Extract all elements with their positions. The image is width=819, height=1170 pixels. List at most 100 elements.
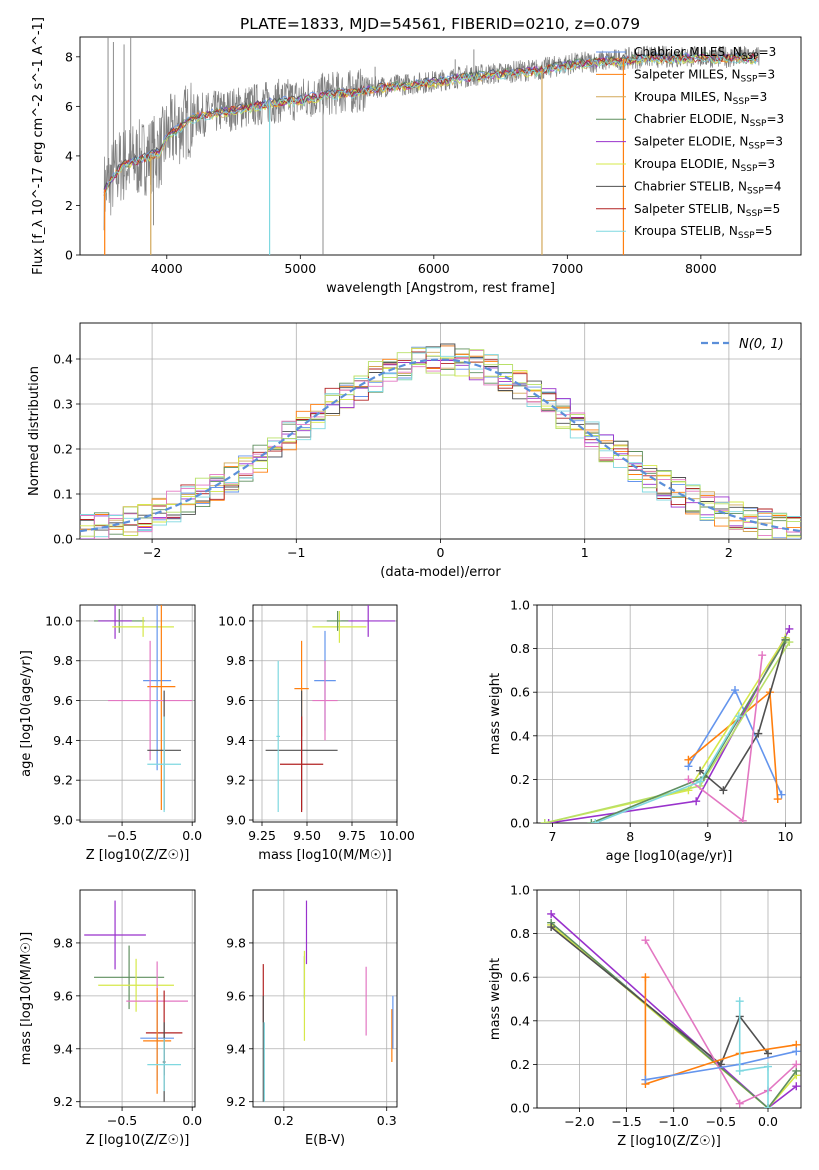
legend-label: Salpeter MILES, NSSP=3 xyxy=(634,67,775,84)
histogram-series xyxy=(80,343,801,531)
y-tick-label: 0.8 xyxy=(510,926,530,941)
plot-frame xyxy=(252,889,398,1108)
x-tick-label: 8000 xyxy=(685,261,717,276)
legend-tail: =5 xyxy=(763,202,781,216)
weight-marker xyxy=(547,909,556,918)
y-tick-label: 9.8 xyxy=(226,653,246,668)
legend-tail: =5 xyxy=(755,224,773,238)
weight-marker xyxy=(591,819,600,823)
legend-label: Salpeter ELODIE, NSSP=3 xyxy=(634,135,783,152)
x-axis-label: (data-model)/error xyxy=(380,565,501,580)
chart-mass-vs-Z: −0.5 0.0 9.2 9.4 9.6 9.8 Z [log10(Z/Z☉)] mass [… xyxy=(19,889,202,1148)
y-tick-label: 9.2 xyxy=(53,1094,73,1109)
weight-marker xyxy=(792,1082,801,1091)
weight-marker xyxy=(764,1104,772,1108)
y-tick-label: 0.8 xyxy=(510,641,530,656)
x-tick-label: 0 xyxy=(437,545,445,560)
weight-marker xyxy=(641,1075,650,1084)
x-tick-label: −1.5 xyxy=(611,1114,641,1129)
x-axis-label: E(B-V) xyxy=(305,1133,345,1148)
y-tick-label: 4 xyxy=(65,148,73,163)
chart-age-vs-mass: 9.25 9.50 9.75 10.00 9.0 9.2 9.4 9.6 9.8 10.0 mass… xyxy=(218,604,415,863)
y-tick-label: 0.4 xyxy=(510,1013,530,1028)
y-tick-label: 9.4 xyxy=(226,733,246,748)
y-tick-label: 9.0 xyxy=(53,813,73,828)
legend-sub: SSP xyxy=(733,97,750,107)
legend-label: Salpeter STELIB, NSSP=5 xyxy=(634,202,780,219)
legend-tail: =4 xyxy=(764,179,782,193)
plot-frame xyxy=(79,889,196,1108)
weight-marker xyxy=(540,819,549,823)
y-tick-label: 9.6 xyxy=(226,988,246,1003)
weight-marker xyxy=(764,1049,772,1058)
x-tick-label: 2 xyxy=(725,545,733,560)
weight-series-line xyxy=(699,639,787,792)
weight-marker xyxy=(781,635,790,644)
y-tick-label: 8 xyxy=(65,49,73,64)
x-tick-label: 0.3 xyxy=(377,1113,397,1128)
plot-area xyxy=(84,900,188,1102)
x-tick-label: 8 xyxy=(626,829,634,844)
weight-marker xyxy=(692,797,701,806)
weight-series-line xyxy=(644,939,797,1105)
chart-weight-vs-age: 7 8 9 10 0.0 0.2 0.4 0.6 0.8 1.0 age [log10(age/yr… xyxy=(488,598,802,864)
weight-marker xyxy=(792,1060,801,1069)
weight-series-line xyxy=(591,639,787,823)
x-tick-label: −1 xyxy=(287,545,305,560)
x-tick-label: 0.0 xyxy=(182,828,202,843)
y-axis-label: Normed distribution xyxy=(27,366,42,496)
y-tick-label: 0.2 xyxy=(510,772,530,787)
y-tick-label: 9.2 xyxy=(226,773,246,788)
x-tick-label: 7 xyxy=(549,829,557,844)
y-tick-label: 9.6 xyxy=(53,693,73,708)
weight-marker xyxy=(754,729,763,738)
y-tick-label: 1.0 xyxy=(510,598,530,613)
plot-frame xyxy=(252,604,398,823)
chart-spectrum: 4000 5000 6000 7000 8000 0 2 4 6 8 wavelength [Ang… xyxy=(31,17,802,296)
histogram-series xyxy=(80,349,801,539)
y-tick-label: 0.0 xyxy=(510,816,530,831)
legend-sub: SSP xyxy=(741,74,758,84)
plot-area xyxy=(540,624,794,823)
y-tick-label: 0.6 xyxy=(510,685,530,700)
y-tick-label: 0.6 xyxy=(510,970,530,985)
legend-label: Chabrier ELODIE, NSSP=3 xyxy=(634,112,784,129)
x-tick-label: −0.5 xyxy=(107,1113,137,1128)
y-tick-label: 9.2 xyxy=(53,773,73,788)
x-tick-label: 1 xyxy=(581,545,589,560)
legend-sub: SSP xyxy=(738,231,755,241)
y-tick-label: 9.8 xyxy=(226,935,246,950)
weight-marker xyxy=(684,755,693,764)
x-tick-label: 0.0 xyxy=(182,1113,202,1128)
x-tick-label: −0.5 xyxy=(107,828,137,843)
legend-sub: SSP xyxy=(741,164,758,174)
weight-marker xyxy=(641,936,650,945)
weight-marker xyxy=(734,712,743,721)
weight-marker xyxy=(773,795,782,804)
x-axis-label: Z [log10(Z/Z☉)] xyxy=(86,1133,190,1148)
figure-title: PLATE=1833, MJD=54561, FIBERID=0210, z=0… xyxy=(240,15,640,33)
plot-frame xyxy=(536,604,802,824)
legend-tail: =3 xyxy=(759,45,777,59)
weight-marker xyxy=(684,786,693,795)
y-tick-label: 0.4 xyxy=(53,352,73,367)
legend-sub: SSP xyxy=(747,186,764,196)
legend-label: N(0, 1) xyxy=(739,337,784,352)
x-tick-label: 9 xyxy=(704,829,712,844)
x-tick-label: 5000 xyxy=(284,261,316,276)
y-tick-label: 9.2 xyxy=(226,1094,246,1109)
x-tick-label: −1.0 xyxy=(659,1114,689,1129)
y-tick-label: 9.8 xyxy=(53,653,73,668)
weight-marker xyxy=(792,1047,801,1056)
x-tick-label: −2.0 xyxy=(564,1114,594,1129)
legend-tail: =3 xyxy=(757,67,775,81)
weight-marker xyxy=(544,819,553,823)
y-tick-label: 10.0 xyxy=(218,613,246,628)
y-tick-label: 0.0 xyxy=(53,532,73,547)
model-spectrum-line xyxy=(103,51,758,190)
x-tick-label: 4000 xyxy=(151,261,183,276)
legend-tail: =3 xyxy=(765,135,783,149)
weight-marker xyxy=(764,1062,772,1071)
weight-marker xyxy=(758,651,767,660)
